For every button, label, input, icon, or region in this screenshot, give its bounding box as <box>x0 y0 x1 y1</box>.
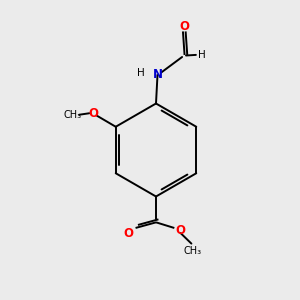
Text: CH₃: CH₃ <box>184 245 202 256</box>
Text: N: N <box>152 68 163 82</box>
Text: O: O <box>88 107 98 120</box>
Text: O: O <box>176 224 186 238</box>
Text: O: O <box>179 20 189 34</box>
Text: CH₃: CH₃ <box>63 110 81 120</box>
Text: H: H <box>198 50 206 60</box>
Text: H: H <box>137 68 145 79</box>
Text: O: O <box>124 226 134 240</box>
